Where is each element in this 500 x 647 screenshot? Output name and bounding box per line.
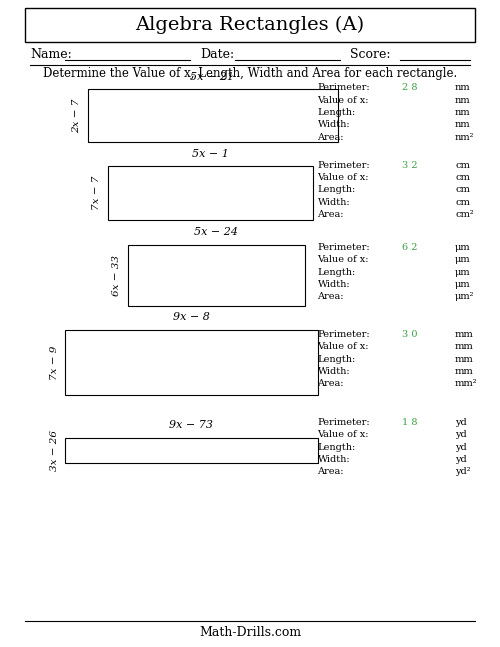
Text: Width:: Width: — [318, 280, 350, 289]
Text: cm: cm — [455, 186, 470, 194]
Text: 3 0: 3 0 — [402, 330, 418, 339]
Text: yd: yd — [455, 455, 467, 464]
Text: nm²: nm² — [455, 133, 474, 142]
Text: nm: nm — [455, 96, 470, 105]
Text: Perimeter:: Perimeter: — [318, 418, 370, 427]
Text: yd: yd — [455, 418, 467, 427]
Text: 2 8: 2 8 — [402, 83, 418, 93]
Bar — [65, 330, 318, 395]
Text: Name:: Name: — [30, 48, 72, 61]
Text: cm²: cm² — [455, 210, 473, 219]
Text: Perimeter:: Perimeter: — [318, 161, 370, 170]
Text: 6x − 33: 6x − 33 — [112, 255, 121, 296]
Text: 7x − 9: 7x − 9 — [50, 345, 58, 380]
Text: Length:: Length: — [318, 186, 356, 194]
Text: 9x − 8: 9x − 8 — [173, 313, 210, 322]
Text: μm²: μm² — [455, 292, 474, 301]
Text: Area:: Area: — [318, 379, 344, 388]
FancyBboxPatch shape — [25, 8, 475, 42]
Text: mm: mm — [455, 330, 474, 339]
Text: mm: mm — [455, 367, 474, 376]
Text: Value of x:: Value of x: — [318, 173, 369, 182]
Text: yd²: yd² — [455, 467, 470, 476]
Text: 9x − 73: 9x − 73 — [169, 421, 213, 430]
Text: yd: yd — [455, 443, 467, 452]
Text: Math-Drills.com: Math-Drills.com — [199, 626, 301, 639]
Text: Value of x:: Value of x: — [318, 96, 369, 105]
Text: 5x − 24: 5x − 24 — [194, 227, 238, 237]
Text: 5x − 1: 5x − 1 — [192, 149, 228, 159]
Text: mm: mm — [455, 342, 474, 351]
Text: mm: mm — [455, 355, 474, 364]
Text: 7x − 7: 7x − 7 — [92, 176, 101, 210]
Text: Perimeter:: Perimeter: — [318, 330, 370, 339]
Text: Length:: Length: — [318, 268, 356, 276]
Text: 3x − 26: 3x − 26 — [50, 430, 58, 471]
Text: nm: nm — [455, 120, 470, 129]
Text: Area:: Area: — [318, 210, 344, 219]
Text: Determine the Value of x, Length, Width and Area for each rectangle.: Determine the Value of x, Length, Width … — [43, 67, 457, 80]
Text: Perimeter:: Perimeter: — [318, 83, 370, 93]
Text: yd: yd — [455, 430, 467, 439]
Text: Width:: Width: — [318, 455, 350, 464]
Text: cm: cm — [455, 161, 470, 170]
Text: Width:: Width: — [318, 367, 350, 376]
Text: Perimeter:: Perimeter: — [318, 243, 370, 252]
Text: Width:: Width: — [318, 198, 350, 206]
Text: nm: nm — [455, 83, 470, 93]
Text: 6 2: 6 2 — [402, 243, 418, 252]
Text: Width:: Width: — [318, 120, 350, 129]
Text: 3 2: 3 2 — [402, 161, 418, 170]
Text: Length:: Length: — [318, 443, 356, 452]
Text: μm: μm — [455, 243, 470, 252]
Text: μm: μm — [455, 268, 470, 276]
Text: mm²: mm² — [455, 379, 477, 388]
Bar — [128, 245, 305, 306]
Text: Value of x:: Value of x: — [318, 430, 369, 439]
Text: Value of x:: Value of x: — [318, 256, 369, 264]
Text: cm: cm — [455, 173, 470, 182]
Bar — [88, 89, 338, 142]
Bar — [108, 166, 312, 220]
Text: Score:: Score: — [350, 48, 391, 61]
Text: Length:: Length: — [318, 108, 356, 117]
Bar — [65, 438, 318, 463]
Text: Algebra Rectangles (A): Algebra Rectangles (A) — [136, 16, 364, 34]
Text: 2x − 7: 2x − 7 — [72, 98, 81, 133]
Text: μm: μm — [455, 256, 470, 264]
Text: Area:: Area: — [318, 467, 344, 476]
Text: 1 8: 1 8 — [402, 418, 418, 427]
Text: Value of x:: Value of x: — [318, 342, 369, 351]
Text: μm: μm — [455, 280, 470, 289]
Text: cm: cm — [455, 198, 470, 206]
Text: Area:: Area: — [318, 292, 344, 301]
Text: Date:: Date: — [200, 48, 234, 61]
Text: nm: nm — [455, 108, 470, 117]
Text: Area:: Area: — [318, 133, 344, 142]
Text: 5x − 21: 5x − 21 — [190, 72, 234, 82]
Text: Length:: Length: — [318, 355, 356, 364]
